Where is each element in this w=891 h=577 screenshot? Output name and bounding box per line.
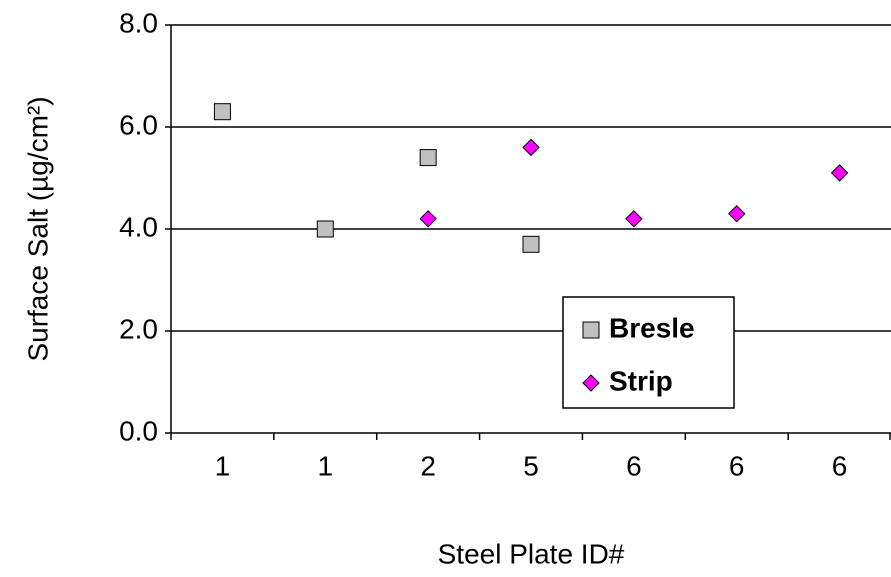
x-tick-label: 6 [832,450,848,481]
point [419,210,437,228]
y-tick-label: 0.0 [119,415,158,446]
legend-label: Bresle [609,312,695,343]
point [522,138,540,157]
y-axis-label: Surface Salt (µg/cm²) [22,96,53,361]
x-tick-label: 1 [317,450,333,481]
y-tick-label: 6.0 [119,109,158,140]
point [625,210,643,228]
point [830,164,849,182]
x-tick-label: 2 [420,450,436,481]
point [213,103,231,121]
x-tick-label: 1 [215,450,231,481]
y-tick-label: 8.0 [119,7,158,38]
point [522,235,540,253]
x-tick-label: 5 [523,450,539,481]
y-tick-label: 4.0 [119,211,158,242]
legend-label: Strip [609,365,673,396]
x-tick-label: 6 [729,450,745,481]
x-axis-label: Steel Plate ID# [438,538,625,569]
y-tick-label: 2.0 [119,313,158,344]
x-tick-label: 6 [626,450,642,481]
legend-marker [582,321,600,339]
point [316,220,334,238]
legend-marker [582,374,600,392]
point [419,149,437,167]
point [728,204,746,223]
